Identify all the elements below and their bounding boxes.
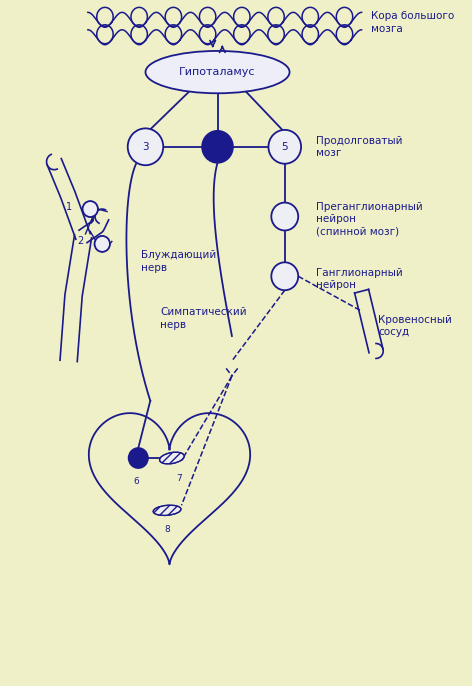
Circle shape — [83, 201, 98, 217]
Ellipse shape — [160, 452, 184, 464]
Text: Симпатический
нерв: Симпатический нерв — [160, 307, 246, 330]
Circle shape — [271, 202, 298, 230]
Circle shape — [128, 128, 163, 165]
Text: Ганглионарный
нейрон: Ганглионарный нейрон — [316, 268, 403, 290]
Text: Преганглионарный
нейрон
(спинной мозг): Преганглионарный нейрон (спинной мозг) — [316, 202, 423, 237]
Ellipse shape — [145, 51, 289, 93]
Text: Кора большого
мозга: Кора большого мозга — [371, 11, 455, 34]
Text: Гипоталамус: Гипоталамус — [179, 67, 256, 77]
Text: Блуждающий
нерв: Блуждающий нерв — [141, 250, 216, 272]
Text: Продолговатый
мозг: Продолговатый мозг — [316, 136, 403, 158]
Text: 1: 1 — [66, 202, 72, 211]
Circle shape — [202, 131, 233, 163]
Text: 2: 2 — [78, 237, 84, 246]
Circle shape — [271, 262, 298, 290]
Circle shape — [129, 448, 148, 468]
Ellipse shape — [153, 505, 181, 515]
Text: 6: 6 — [133, 477, 139, 486]
Circle shape — [94, 236, 110, 252]
Text: Кровеносный
сосуд: Кровеносный сосуд — [379, 315, 452, 338]
Circle shape — [269, 130, 301, 164]
Text: 3: 3 — [142, 142, 149, 152]
Text: 8: 8 — [164, 525, 170, 534]
Text: 5: 5 — [281, 142, 288, 152]
Text: 7: 7 — [176, 474, 182, 483]
